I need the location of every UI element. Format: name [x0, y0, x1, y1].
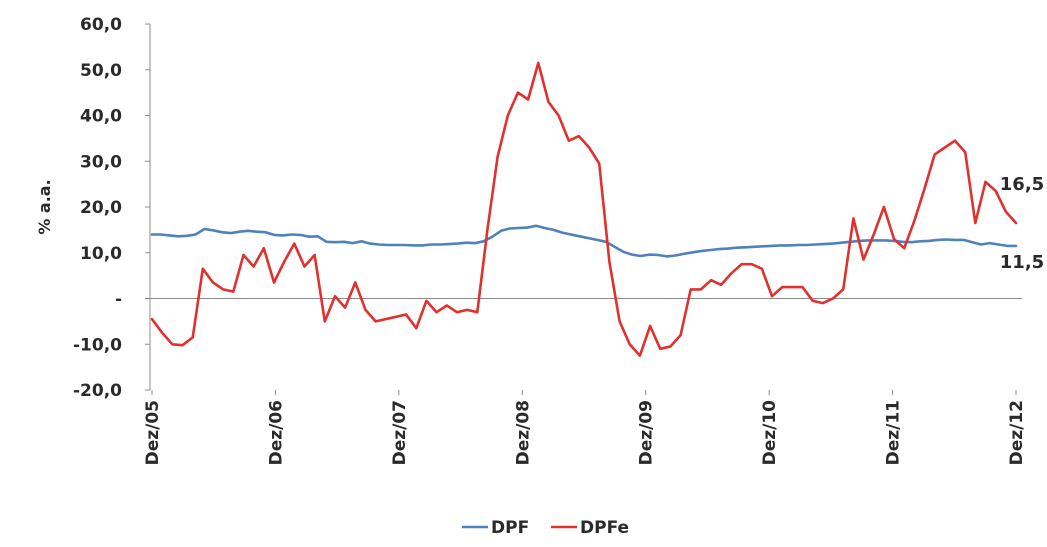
- y-tick-label: 30,0: [80, 152, 122, 172]
- x-tick-label: Dez/06: [266, 400, 286, 465]
- y-tick-label: 60,0: [80, 15, 122, 35]
- end-value-label-dpfe: 16,5: [1000, 174, 1044, 195]
- x-tick-label: Dez/08: [513, 400, 533, 465]
- y-tick-label: -10,0: [73, 335, 122, 355]
- y-tick-label: 50,0: [80, 61, 122, 81]
- legend-label-dpf: DPF: [491, 518, 529, 538]
- x-tick-label: Dez/11: [884, 400, 904, 465]
- x-tick-label: Dez/05: [143, 400, 163, 465]
- y-tick-label: -: [115, 290, 122, 310]
- series-lines: [150, 61, 1018, 357]
- axes: 60,0 50,0 40,0 30,0 20,0 10,0 - -10,0 -20,0 % a.a…: [35, 15, 1027, 465]
- labels: 16,5 11,5: [1000, 174, 1044, 273]
- y-tick-label: 40,0: [80, 107, 122, 127]
- legend: DPF DPFe: [462, 518, 629, 538]
- y-tick-label: 10,0: [80, 244, 122, 264]
- series-line-dpfe: [150, 61, 1018, 357]
- y-tick-label: 20,0: [80, 198, 122, 218]
- y-tick-label: -20,0: [73, 381, 122, 401]
- legend-label-dpfe: DPFe: [580, 518, 629, 538]
- x-tick-label: Dez/12: [1007, 400, 1027, 465]
- x-tick-label: Dez/07: [390, 400, 410, 465]
- series-line-dpf: [150, 224, 1018, 258]
- x-tick-label: Dez/10: [760, 400, 780, 466]
- y-axis-title: % a.a.: [35, 179, 54, 234]
- x-tick-label: Dez/09: [637, 400, 657, 465]
- end-value-label-dpf: 11,5: [1000, 252, 1044, 273]
